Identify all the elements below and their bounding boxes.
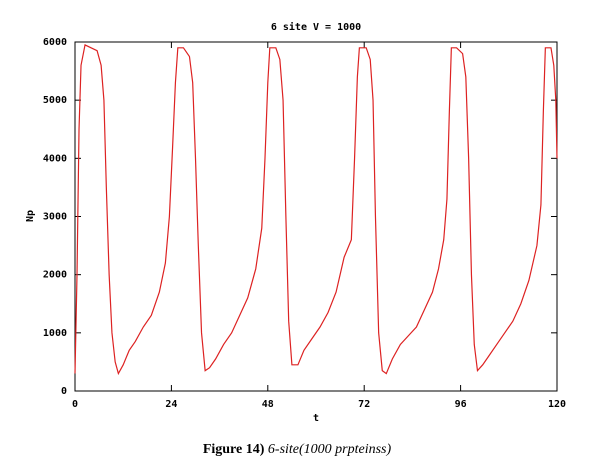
y-axis-label: Np bbox=[25, 210, 36, 222]
x-tick-label: 24 bbox=[165, 399, 177, 410]
caption: Figure 14) 6-site(1000 prpteinss) bbox=[203, 442, 392, 457]
x-tick-label: 0 bbox=[72, 399, 78, 410]
chart-title: 6 site V = 1000 bbox=[271, 21, 361, 33]
x-tick-label: 72 bbox=[358, 399, 370, 410]
data-line bbox=[74, 44, 558, 376]
x-tick-label: 120 bbox=[548, 399, 566, 410]
y-tick-label: 0 bbox=[61, 386, 67, 397]
y-tick-label: 1000 bbox=[43, 328, 67, 339]
x-tick-label: 48 bbox=[262, 399, 274, 410]
y-tick-label: 4000 bbox=[43, 153, 67, 164]
caption-label: Figure 14) bbox=[203, 442, 265, 457]
caption-text: 6-site(1000 prpteinss) bbox=[268, 442, 392, 457]
x-axis-label: t bbox=[313, 413, 319, 424]
x-tick-label: 96 bbox=[455, 399, 467, 410]
y-tick-label: 3000 bbox=[43, 212, 67, 223]
y-tick-label: 5000 bbox=[43, 95, 67, 106]
y-tick-label: 6000 bbox=[43, 37, 67, 48]
y-tick-label: 2000 bbox=[43, 270, 67, 281]
plot-frame bbox=[74, 41, 558, 392]
